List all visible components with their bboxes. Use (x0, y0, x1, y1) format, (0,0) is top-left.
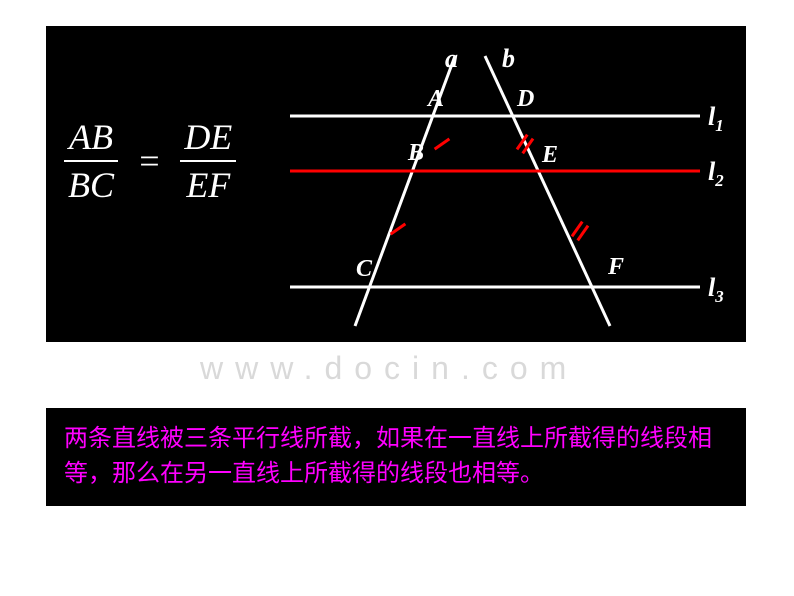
denominator-bc: BC (64, 162, 118, 206)
label-A: A (428, 86, 444, 113)
watermark-text: www.docin.com (200, 350, 578, 387)
theorem-text: 两条直线被三条平行线所截，如果在一直线上所截得的线段相等，那么在另一直线上所截得… (64, 425, 712, 487)
numerator-ab: AB (64, 116, 118, 162)
equals-sign: = (131, 140, 167, 182)
label-B: B (408, 140, 424, 167)
label-b: b (502, 44, 515, 74)
label-F: F (608, 254, 624, 281)
label-E: E (542, 142, 558, 169)
fraction-ab-bc: AB BC (60, 116, 122, 206)
diagram-panel: AB BC = DE EF a b A D B E C Fl1 l2 l3 (46, 26, 746, 342)
label-l3: l3 (708, 273, 724, 307)
denominator-ef: EF (180, 162, 236, 206)
label-l1: l1 (708, 102, 724, 136)
label-D: D (517, 86, 534, 113)
numerator-de: DE (180, 116, 236, 162)
proportion-formula: AB BC = DE EF (60, 116, 240, 206)
geometry-labels: a b A D B E C Fl1 l2 l3 (280, 26, 746, 342)
label-C: C (356, 256, 372, 283)
fraction-de-ef: DE EF (176, 116, 240, 206)
label-l2: l2 (708, 157, 724, 191)
label-a: a (445, 44, 458, 74)
theorem-panel: 两条直线被三条平行线所截，如果在一直线上所截得的线段相等，那么在另一直线上所截得… (46, 408, 746, 506)
